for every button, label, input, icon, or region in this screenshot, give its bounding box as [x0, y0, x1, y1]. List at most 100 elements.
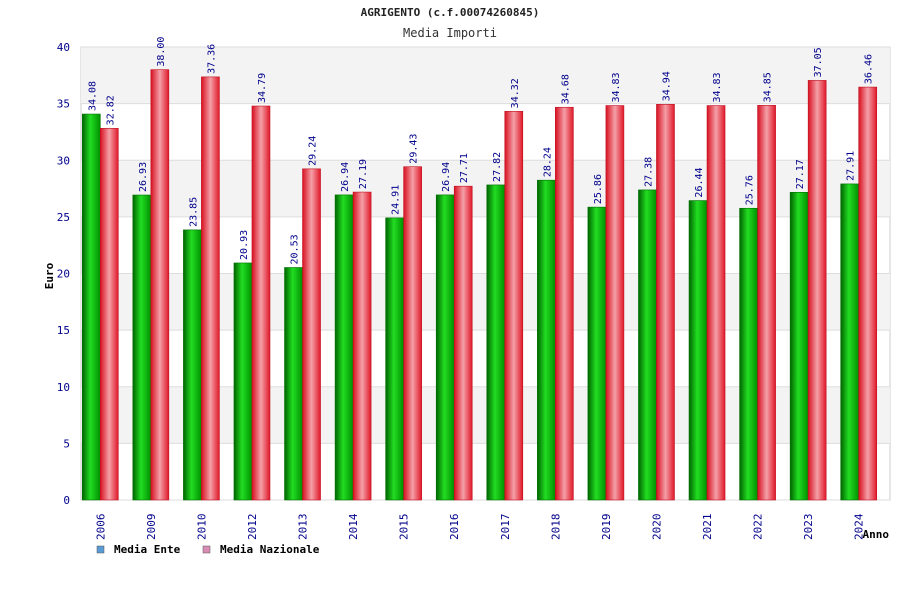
- bar-media-ente: [486, 184, 506, 501]
- bar-media-ente: [840, 183, 860, 501]
- data-label: 32.82: [105, 95, 116, 125]
- bar-media-nazionale: [201, 76, 220, 501]
- x-tick-label: 2016: [448, 514, 461, 541]
- data-label: 27.71: [459, 153, 470, 183]
- y-tick-label: 25: [57, 211, 70, 224]
- legend-label: Media Nazionale: [220, 543, 320, 556]
- x-tick-label: 2018: [549, 514, 562, 541]
- data-label: 20.93: [239, 230, 250, 260]
- data-label: 26.94: [441, 162, 452, 192]
- bar-media-ente: [587, 206, 607, 501]
- data-label: 25.76: [745, 175, 756, 205]
- bar-media-nazionale: [858, 86, 878, 501]
- data-label: 34.83: [611, 72, 622, 102]
- x-tick-label: 2021: [701, 514, 714, 541]
- bar-media-nazionale: [453, 185, 473, 501]
- data-label: 34.94: [661, 71, 672, 101]
- bar-media-nazionale: [807, 80, 827, 501]
- bars: [81, 69, 878, 501]
- bar-media-nazionale: [605, 105, 625, 501]
- x-tick-label: 2006: [94, 514, 107, 541]
- y-tick-label: 30: [57, 154, 70, 167]
- bar-media-nazionale: [555, 106, 574, 501]
- data-label: 34.08: [87, 81, 98, 111]
- bar-media-nazionale: [706, 105, 726, 501]
- chart-subtitle: Media Importi: [403, 26, 497, 40]
- legend: Media Ente Media Nazionale: [96, 543, 320, 556]
- bar-media-ente: [789, 191, 809, 501]
- x-tick-label: 2014: [347, 513, 360, 540]
- data-label: 37.36: [206, 44, 217, 74]
- bar-media-nazionale: [352, 191, 372, 501]
- data-label: 28.24: [542, 147, 553, 177]
- x-tick-label: 2023: [802, 514, 815, 541]
- x-tick-label: 2017: [499, 514, 512, 541]
- bar-media-ente: [739, 207, 758, 501]
- y-tick-label: 15: [57, 324, 70, 337]
- x-tick-label: 2010: [195, 514, 208, 541]
- x-axis-ticks: 2006 2009 2010 2012 2013 2014 2015 2016 2017 2018…: [94, 513, 865, 540]
- bar-media-ente: [537, 179, 556, 501]
- data-label: 27.38: [643, 157, 654, 187]
- chart-title: AGRIGENTO (c.f.00074260845): [361, 6, 540, 19]
- x-tick-label: 2020: [650, 514, 663, 541]
- bar-media-ente: [334, 194, 354, 501]
- x-tick-label: 2015: [398, 514, 411, 541]
- x-tick-label: 2019: [600, 514, 613, 541]
- bar-media-nazionale: [757, 105, 776, 501]
- data-label: 20.53: [290, 234, 301, 264]
- bar-media-ente: [233, 262, 253, 501]
- y-tick-label: 40: [57, 41, 70, 54]
- data-label: 27.17: [795, 159, 806, 189]
- data-label: 26.44: [694, 167, 705, 197]
- bar-media-ente: [435, 194, 455, 501]
- data-label: 23.85: [188, 197, 199, 227]
- bar-media-nazionale: [656, 104, 675, 501]
- y-tick-label: 0: [63, 494, 70, 507]
- bar-media-ente: [688, 200, 708, 501]
- y-tick-label: 20: [57, 268, 70, 281]
- y-tick-label: 35: [57, 98, 70, 111]
- bar-media-nazionale: [150, 69, 170, 501]
- data-label: 36.46: [864, 54, 875, 84]
- y-axis-ticks: 0 5 10 15 20 25 30 35 40: [57, 41, 70, 507]
- x-tick-label: 2012: [246, 514, 259, 541]
- data-label: 34.68: [560, 74, 571, 104]
- data-label: 27.91: [846, 151, 857, 181]
- y-tick-label: 10: [57, 381, 70, 394]
- data-label: 29.43: [409, 134, 420, 164]
- data-labels: 34.08 32.82 26.93 38.00 23.85 37.36 20.93 34.79…: [87, 37, 874, 265]
- data-label: 38.00: [156, 37, 167, 67]
- bar-media-ente: [183, 229, 202, 501]
- bar-media-nazionale: [403, 166, 422, 501]
- bar-media-ente: [81, 113, 101, 501]
- data-label: 24.91: [391, 185, 402, 215]
- data-label: 27.19: [358, 159, 369, 189]
- data-label: 34.32: [510, 78, 521, 108]
- y-tick-label: 5: [63, 437, 70, 450]
- data-label: 25.86: [593, 174, 604, 204]
- data-label: 37.05: [813, 47, 824, 77]
- y-axis-title: Euro: [43, 262, 56, 289]
- bar-media-nazionale: [302, 168, 321, 501]
- data-label: 29.24: [308, 136, 319, 166]
- bar-media-nazionale: [251, 105, 271, 501]
- x-tick-label: 2024: [853, 513, 866, 540]
- legend-swatch: [96, 545, 105, 554]
- bar-media-ente: [284, 267, 303, 501]
- legend-swatch: [202, 545, 211, 554]
- data-label: 34.85: [763, 72, 774, 102]
- x-tick-label: 2022: [752, 514, 765, 541]
- x-tick-label: 2009: [145, 514, 158, 541]
- data-label: 34.79: [257, 73, 268, 103]
- x-axis-title: Anno: [863, 528, 890, 541]
- legend-label: Media Ente: [114, 543, 181, 556]
- data-label: 34.83: [712, 72, 723, 102]
- x-tick-label: 2013: [297, 514, 310, 541]
- bar-media-ente: [132, 194, 152, 501]
- bar-media-ente: [385, 217, 404, 501]
- data-label: 27.82: [492, 152, 503, 182]
- bar-media-nazionale: [504, 111, 524, 501]
- data-label: 26.93: [138, 162, 149, 192]
- bar-media-ente: [638, 189, 657, 501]
